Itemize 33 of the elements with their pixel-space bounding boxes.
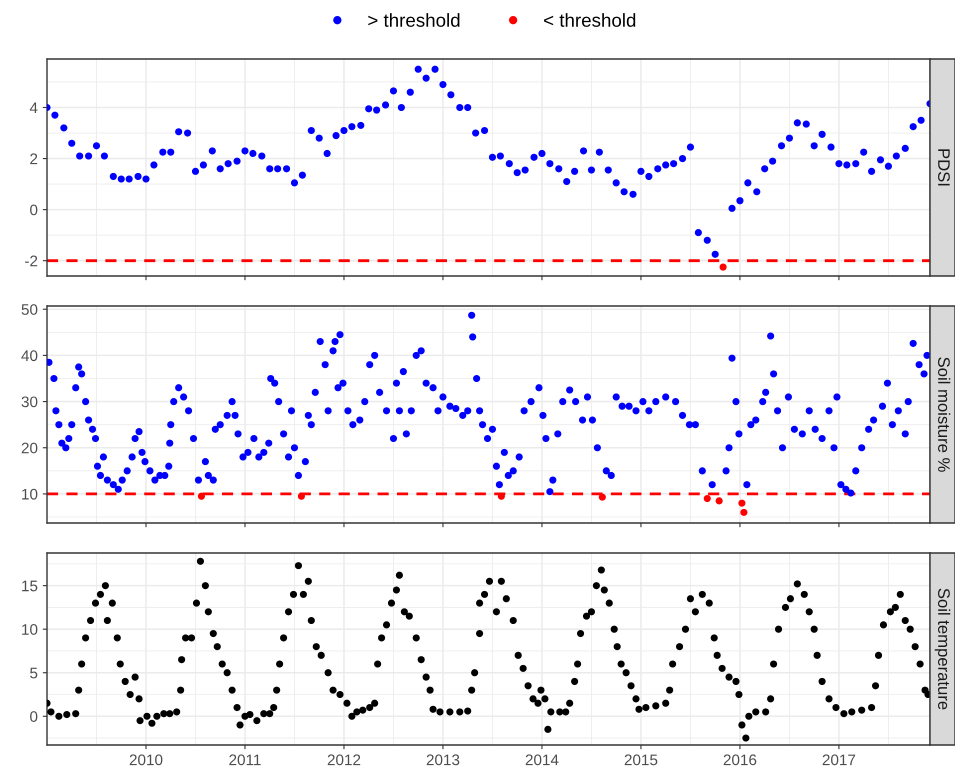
y-tick-label: 50	[22, 304, 38, 315]
point	[716, 497, 723, 504]
y-tick-label: 5	[30, 668, 38, 678]
y-axis-title: PDSI	[938, 149, 950, 186]
point	[198, 492, 205, 500]
point	[298, 492, 305, 500]
x-tick-label: 2013	[426, 754, 460, 766]
y-tick-label: 10	[22, 624, 38, 635]
y-tick-label: 15	[22, 580, 38, 592]
y-axis-title: Soil moisture %	[938, 357, 950, 472]
x-tick-label: 2012	[328, 754, 360, 766]
x-tick-label: 2016	[724, 754, 756, 766]
y-tick-label: 10	[22, 488, 38, 500]
point	[704, 494, 711, 502]
y-tick-label: 30	[22, 396, 38, 408]
x-tick-label: 2015	[624, 754, 658, 766]
x-tick-label: 2014	[526, 754, 559, 766]
y-tick-label: 0	[30, 204, 38, 216]
x-tick-label: 2010	[130, 754, 162, 766]
y-tick-label: 40	[21, 350, 38, 362]
y-axis-title: Soil temperature	[934, 588, 950, 710]
point	[598, 494, 606, 501]
point	[738, 500, 746, 507]
y-tick-label: 20	[22, 442, 38, 454]
y-tick-label: 4	[30, 102, 38, 114]
x-tick-label: 2017	[822, 754, 856, 766]
y-tick-label: 2	[30, 153, 38, 164]
y-tick-label: 0	[30, 711, 38, 722]
legend-label: < threshold	[544, 13, 636, 27]
y-tick-label: -2	[25, 256, 38, 266]
point	[740, 508, 748, 516]
legend-label: > threshold	[368, 13, 460, 27]
x-tick-label: 2011	[229, 754, 261, 766]
